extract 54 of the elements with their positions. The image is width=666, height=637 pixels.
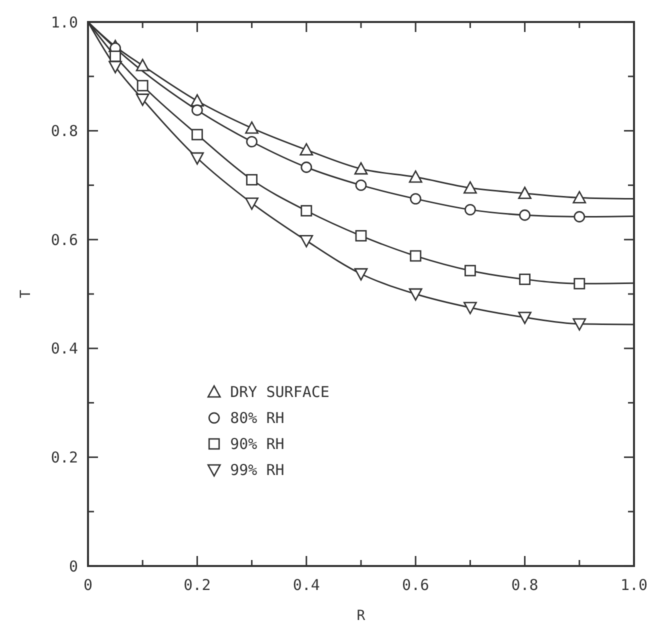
y-axis-title: T <box>18 289 34 298</box>
point <box>519 274 530 286</box>
point <box>300 143 314 156</box>
legend-label: 90% RH <box>230 435 284 454</box>
legend-label: 99% RH <box>230 461 284 480</box>
y-tick-label: 1.0 <box>50 13 78 32</box>
point <box>464 264 476 276</box>
point <box>572 191 586 204</box>
point <box>410 250 422 262</box>
point <box>572 318 586 331</box>
point <box>108 60 122 74</box>
y-tick-label: 0.4 <box>50 340 78 358</box>
point <box>300 234 314 248</box>
point <box>518 312 532 324</box>
point <box>245 197 258 210</box>
point <box>190 152 204 165</box>
point <box>192 128 203 140</box>
point <box>408 288 422 301</box>
point <box>464 181 477 194</box>
x-tick-label: 1.0 <box>620 576 648 594</box>
point <box>300 162 312 173</box>
point <box>136 80 148 92</box>
x-tick-label: 0.2 <box>184 576 211 594</box>
point <box>464 204 476 216</box>
x-tick-label: 0.6 <box>402 576 430 594</box>
point <box>136 94 150 106</box>
point <box>136 58 150 72</box>
point <box>110 50 121 62</box>
point <box>354 162 368 175</box>
point <box>519 209 530 221</box>
point <box>192 104 203 116</box>
x-tick-label: 0 <box>83 576 93 594</box>
point <box>355 180 367 191</box>
y-tick-label: 0.2 <box>50 448 78 466</box>
x-tick-label: 0.4 <box>292 576 320 594</box>
legend-label: 80% RH <box>230 409 284 428</box>
point <box>246 174 258 186</box>
point <box>574 211 586 222</box>
point <box>408 170 422 183</box>
point <box>300 205 312 216</box>
point <box>518 186 532 200</box>
point <box>355 230 367 242</box>
x-axis-title: R <box>356 608 366 624</box>
point <box>354 268 368 281</box>
point <box>245 121 258 134</box>
point <box>464 302 477 314</box>
x-tick-label: 0.8 <box>511 576 538 594</box>
legend-label: DRY SURFACE <box>230 383 330 402</box>
y-tick-label: 0 <box>68 557 78 576</box>
point <box>410 193 422 204</box>
point <box>246 136 258 148</box>
point <box>574 278 586 290</box>
y-tick-label: 0.6 <box>50 230 78 249</box>
y-tick-label: 0.8 <box>50 122 78 140</box>
